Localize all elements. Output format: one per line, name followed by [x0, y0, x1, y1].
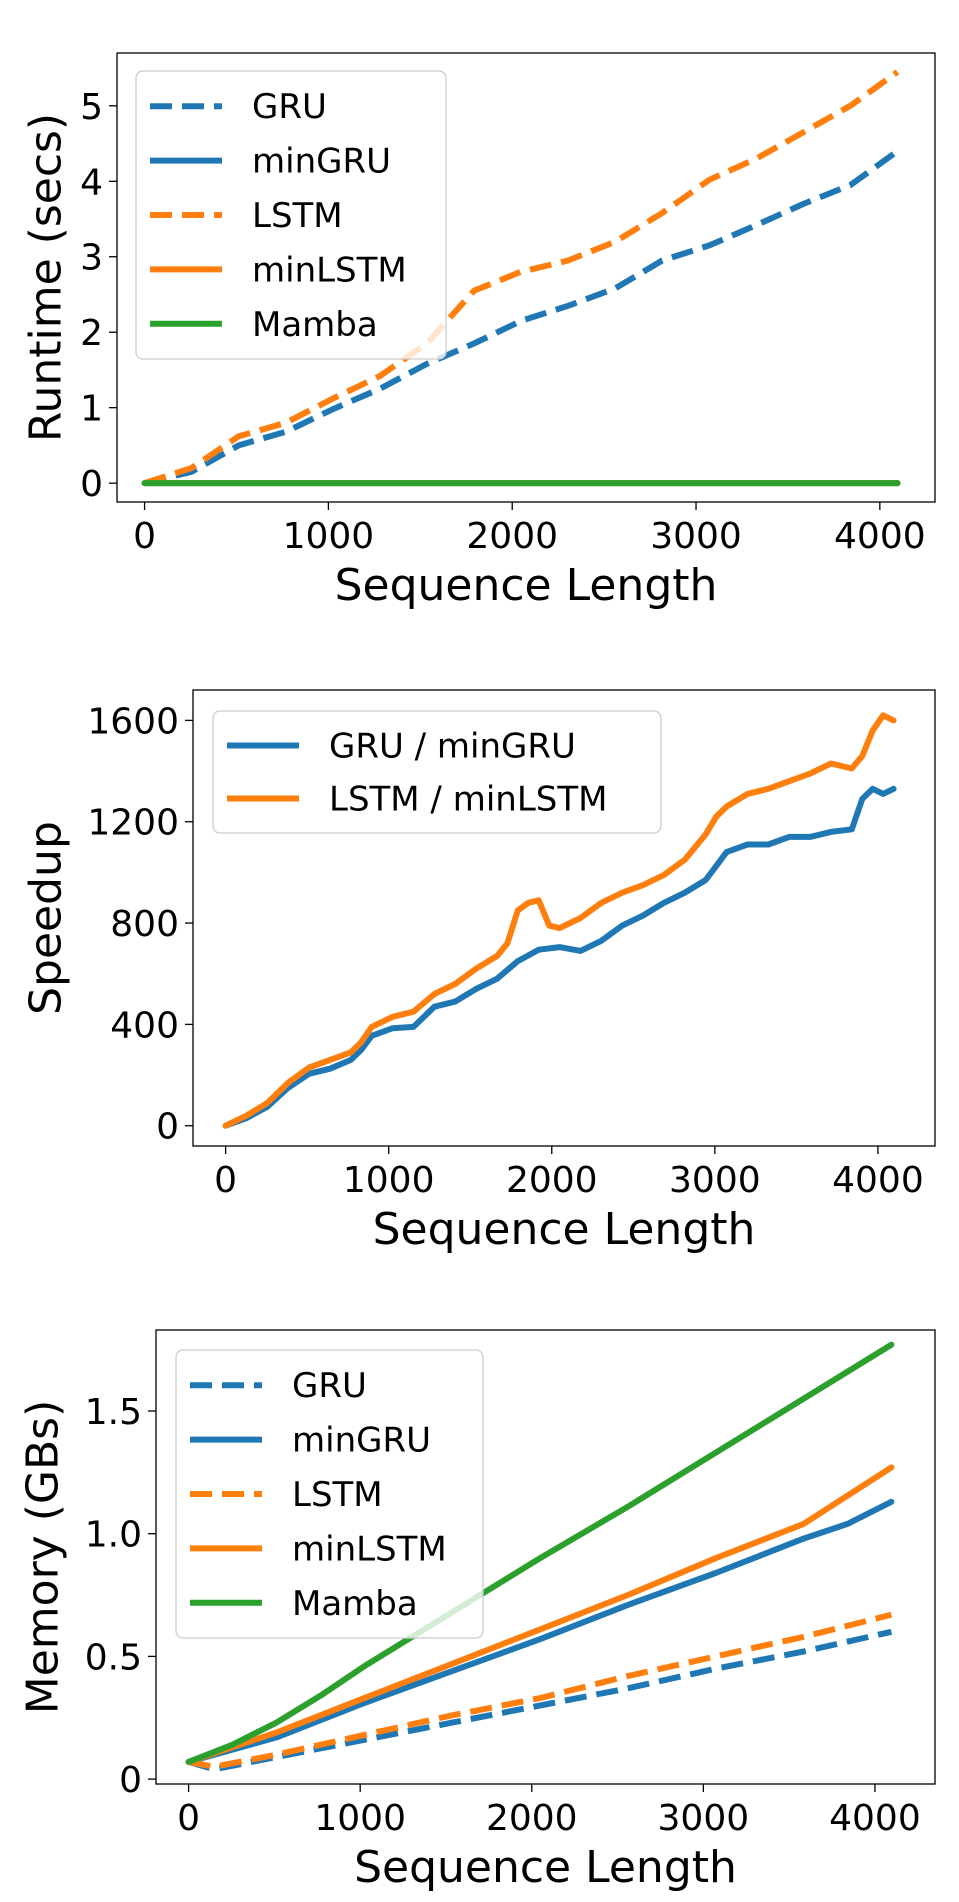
x-axis-label: Sequence Length: [373, 1204, 756, 1255]
y-tick-label: 800: [110, 904, 179, 945]
legend-label: LSTM: [292, 1475, 383, 1515]
y-axis-label: Memory (GBs): [17, 1400, 68, 1714]
y-tick-label: 5: [80, 87, 103, 128]
series-line-gru: [143, 148, 900, 487]
series-line-lstm-minlstm: [222, 712, 897, 1129]
series-line-lstm: [143, 69, 900, 486]
y-tick-label: 0.5: [85, 1637, 142, 1678]
x-axis-label: Sequence Length: [354, 1842, 737, 1893]
legend-frame: [135, 70, 447, 360]
x-tick-label: 3000: [669, 1160, 761, 1201]
x-tick-label: 4000: [829, 1798, 921, 1839]
x-tick-label: 2000: [486, 1798, 578, 1839]
x-tick-label: 0: [177, 1798, 200, 1839]
legend-label: minLSTM: [292, 1529, 447, 1569]
y-tick-label: 2: [80, 313, 103, 354]
y-tick-label: 0: [156, 1107, 179, 1148]
y-tick-label: 1200: [87, 803, 179, 844]
plot-frame: [155, 1329, 936, 1785]
legend-frame: [175, 1349, 484, 1639]
series-line-minlstm: [185, 1464, 895, 1765]
legend: GRU minGRU LSTM minLSTM Mamba: [135, 70, 447, 360]
y-tick-label: 1: [80, 389, 103, 430]
legend-label: GRU: [292, 1366, 367, 1406]
x-tick-label: 1000: [283, 516, 375, 557]
y-tick-label: 1600: [87, 701, 179, 742]
x-tick-label: 0: [133, 516, 156, 557]
legend-label: minGRU: [252, 142, 391, 182]
legend-label: LSTM / minLSTM: [329, 780, 607, 820]
x-tick-label: 1000: [314, 1798, 406, 1839]
series-line-mingru: [185, 1498, 895, 1765]
series-line-lstm: [188, 1611, 893, 1770]
y-tick-label: 0: [119, 1760, 142, 1801]
x-tick-label: 4000: [834, 516, 926, 557]
x-tick-label: 4000: [832, 1160, 924, 1201]
x-axis-label: Sequence Length: [335, 560, 718, 611]
y-axis-label: Speedup: [20, 821, 71, 1015]
legend: GRU / minGRU LSTM / minLSTM: [212, 710, 662, 834]
plot-frame: [192, 689, 936, 1147]
x-tick-label: 1000: [343, 1160, 435, 1201]
legend-label: LSTM: [252, 196, 343, 236]
y-tick-label: 400: [110, 1005, 179, 1046]
y-tick-label: 3: [80, 238, 103, 279]
plot-frame: [116, 52, 936, 503]
series-line-gru: [187, 1628, 893, 1773]
legend-label: minGRU: [292, 1421, 431, 1461]
x-tick-label: 3000: [650, 516, 742, 557]
chart-3: 0 1000 2000 3000 4000 0 0.5 1.0 1.5 Sequence Leng…: [17, 1329, 936, 1893]
series-line-gru-mingru: [222, 785, 897, 1129]
legend-frame: [212, 710, 662, 834]
legend-label: minLSTM: [252, 250, 407, 290]
legend-label: GRU: [252, 87, 327, 127]
y-tick-label: 1.5: [85, 1392, 142, 1433]
y-tick-label: 4: [80, 162, 103, 203]
x-tick-label: 2000: [466, 516, 558, 557]
y-axis-label: Runtime (secs): [20, 113, 71, 442]
legend-label: Mamba: [292, 1584, 418, 1624]
x-tick-label: 0: [214, 1160, 237, 1201]
legend-label: Mamba: [252, 305, 378, 345]
chart-2: 0 1000 2000 3000 4000 0 400 800 1200 1600 Sequence…: [20, 689, 936, 1255]
legend-label: GRU / minGRU: [329, 727, 576, 767]
legend: GRU minGRU LSTM minLSTM Mamba: [175, 1349, 484, 1639]
x-tick-label: 2000: [506, 1160, 598, 1201]
y-tick-label: 1.0: [85, 1515, 142, 1556]
chart-1: 0 1000 2000 3000 4000 0 1 2 3 4 5 Sequence Length Ru…: [20, 52, 936, 611]
x-tick-label: 3000: [658, 1798, 750, 1839]
y-tick-label: 0: [80, 464, 103, 505]
